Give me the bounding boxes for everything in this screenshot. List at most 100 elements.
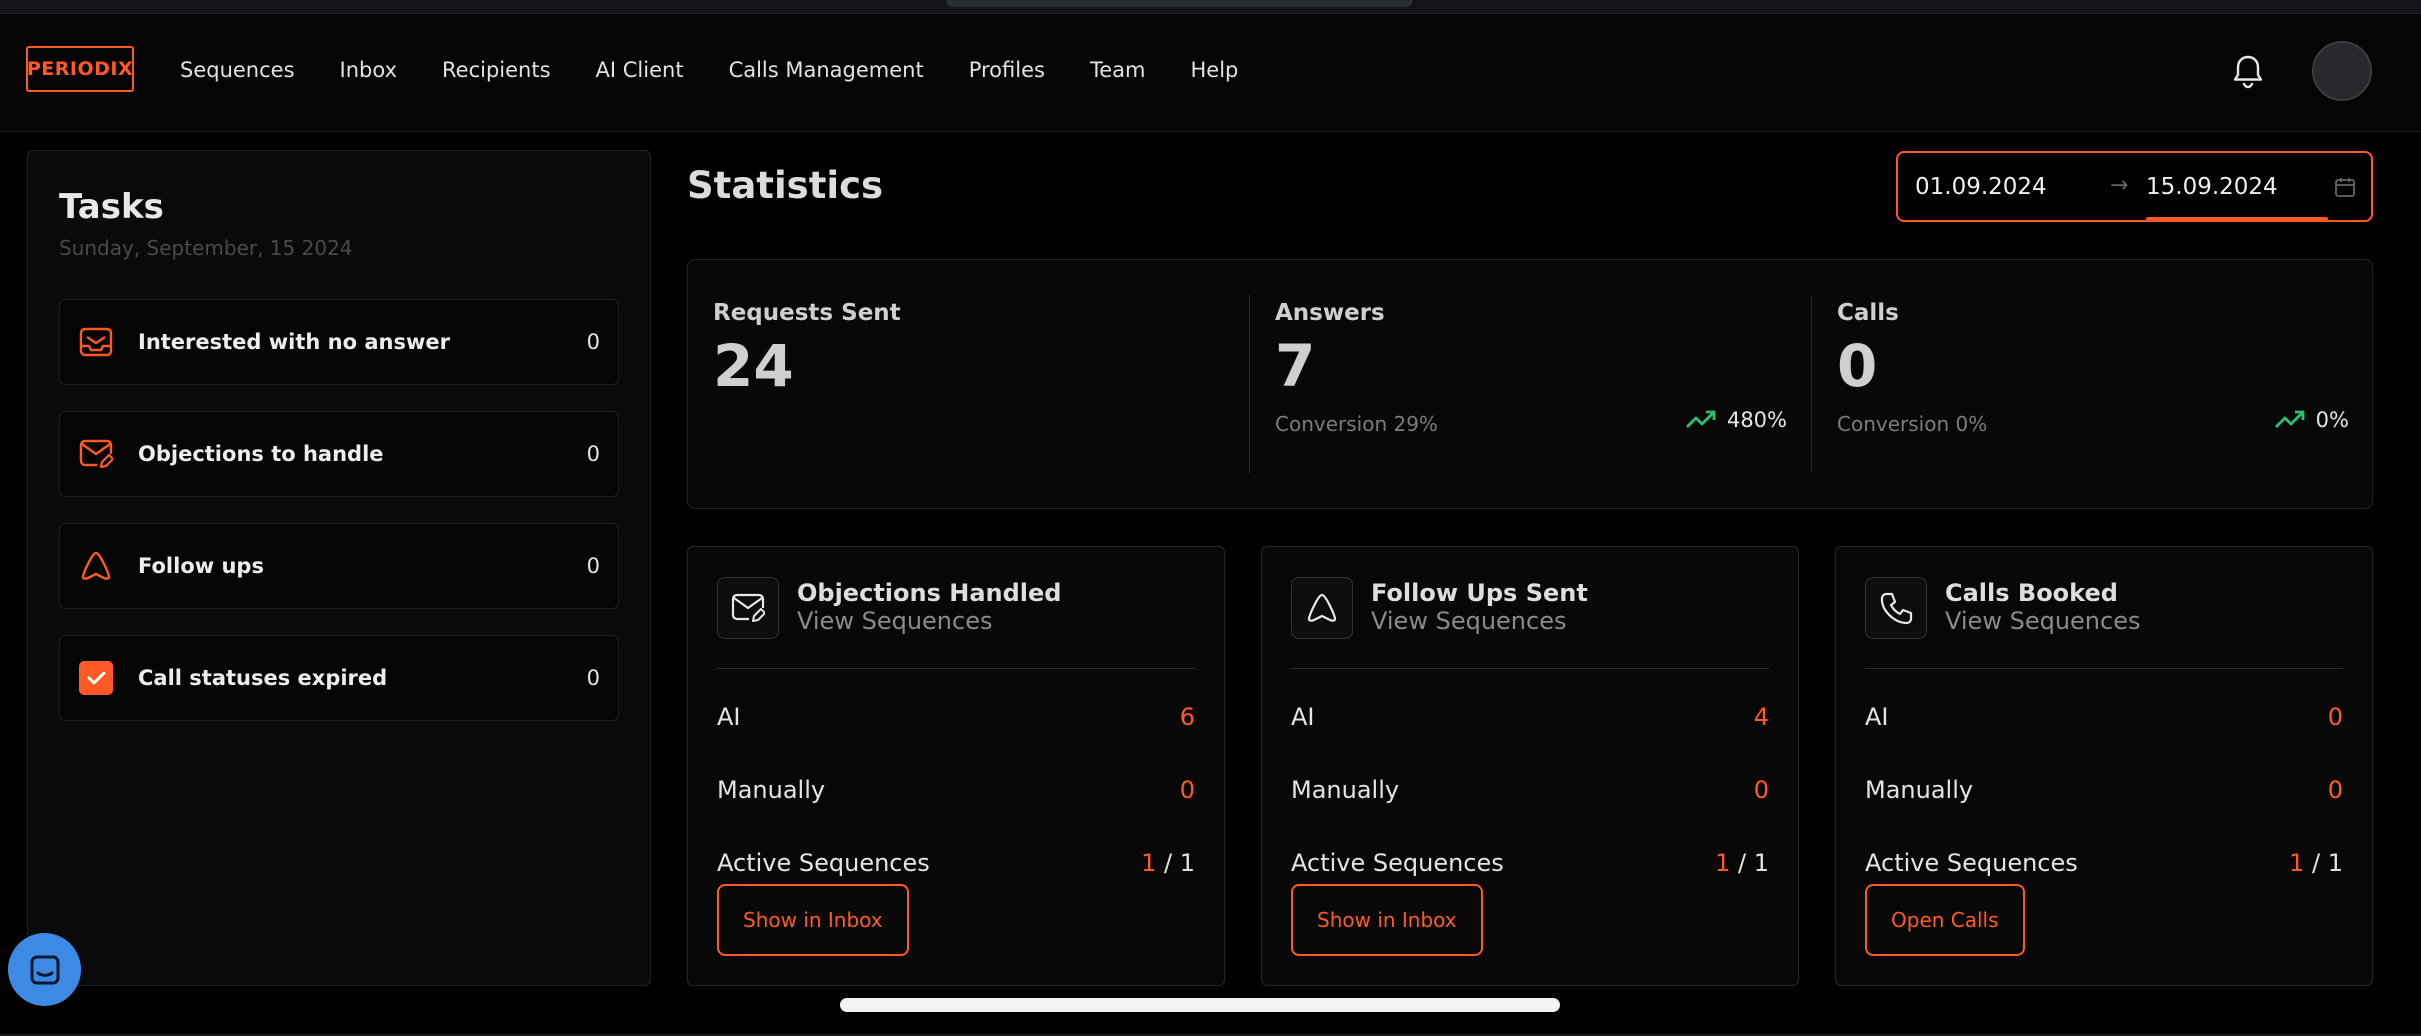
nav-item-profiles[interactable]: Profiles	[968, 58, 1045, 82]
row-label: Manually	[1865, 776, 1974, 804]
view-sequences-link[interactable]: View Sequences	[797, 607, 993, 635]
row-ai: AI 4	[1291, 703, 1769, 733]
card-follow-ups-sent: Follow Ups Sent View Sequences AI 4 Manu…	[1261, 546, 1799, 986]
kpi-label: Requests Sent	[713, 300, 901, 326]
bell-icon[interactable]	[2232, 54, 2264, 90]
row-manually: Manually 0	[717, 776, 1195, 806]
mail-edit-icon	[78, 436, 114, 472]
nav-item-ai-client[interactable]: AI Client	[595, 58, 684, 82]
view-sequences-link[interactable]: View Sequences	[1945, 607, 2141, 635]
row-active-sequences: Active Sequences 1 / 1	[717, 849, 1195, 879]
date-from-input[interactable]: 01.09.2024	[1915, 174, 2047, 200]
row-label: Active Sequences	[1865, 849, 2078, 877]
task-item-objections[interactable]: Objections to handle 0	[59, 411, 619, 497]
row-value: 1 / 1	[1715, 849, 1769, 877]
tasks-title: Tasks	[59, 187, 164, 227]
triangle-icon	[1291, 577, 1353, 639]
triangle-icon	[78, 548, 114, 584]
nav-item-team[interactable]: Team	[1089, 58, 1146, 82]
row-value: 4	[1753, 703, 1769, 731]
mail-edit-icon	[717, 577, 779, 639]
row-value: 0	[2327, 703, 2343, 731]
kpi-calls: Calls 0 Conversion 0% 0%	[1812, 260, 2374, 510]
bottom-border	[0, 1034, 2421, 1036]
row-value: 0	[1753, 776, 1769, 804]
kpi-value: 24	[713, 332, 794, 400]
row-manually: Manually 0	[1291, 776, 1769, 806]
logo[interactable]: PERIODIX	[26, 46, 134, 92]
nav-item-recipients[interactable]: Recipients	[442, 58, 551, 82]
chat-widget-button[interactable]	[8, 933, 81, 1006]
task-item-call-statuses[interactable]: Call statuses expired 0	[59, 635, 619, 721]
task-count: 0	[586, 554, 600, 578]
active-total: / 1	[2304, 849, 2343, 877]
active-date-underline	[2146, 217, 2328, 221]
inbox-tray-icon	[78, 324, 114, 360]
card-title: Follow Ups Sent	[1371, 579, 1588, 607]
row-label: Active Sequences	[717, 849, 930, 877]
divider	[717, 668, 1195, 669]
row-manually: Manually 0	[1865, 776, 2343, 806]
trend-up-icon	[2274, 410, 2305, 428]
active-total: / 1	[1730, 849, 1769, 877]
active-count: 1	[1715, 849, 1731, 877]
row-value: 1 / 1	[2289, 849, 2343, 877]
row-label: Manually	[717, 776, 826, 804]
row-active-sequences: Active Sequences 1 / 1	[1865, 849, 2343, 879]
kpi-trend-value: 480%	[1726, 408, 1787, 432]
divider	[1291, 668, 1769, 669]
show-in-inbox-button[interactable]: Show in Inbox	[1291, 884, 1483, 956]
kpi-value: 7	[1275, 332, 1316, 400]
task-label: Call statuses expired	[138, 666, 388, 690]
active-count: 1	[1141, 849, 1157, 877]
row-label: AI	[717, 703, 741, 731]
view-sequences-link[interactable]: View Sequences	[1371, 607, 1567, 635]
task-item-follow-ups[interactable]: Follow ups 0	[59, 523, 619, 609]
top-notch	[946, 0, 1413, 7]
date-to-input[interactable]: 15.09.2024	[2146, 174, 2278, 200]
checkbox-icon	[78, 660, 114, 696]
phone-icon	[1865, 577, 1927, 639]
date-range-picker[interactable]: 01.09.2024 → 15.09.2024	[1896, 151, 2373, 222]
page-title: Statistics	[687, 164, 884, 207]
avatar[interactable]	[2312, 41, 2372, 101]
card-calls-booked: Calls Booked View Sequences AI 0 Manuall…	[1835, 546, 2373, 986]
window-top-strip	[0, 0, 2421, 14]
horizontal-scrollbar[interactable]	[840, 998, 1560, 1012]
active-count: 1	[2289, 849, 2305, 877]
row-label: Manually	[1291, 776, 1400, 804]
arrow-right-icon: →	[2110, 173, 2129, 198]
row-value: 6	[1179, 703, 1195, 731]
card-title: Objections Handled	[797, 579, 1062, 607]
task-count: 0	[586, 330, 600, 354]
divider	[1865, 668, 2343, 669]
kpi-trend: 480%	[1685, 408, 1787, 432]
kpi-value: 0	[1837, 332, 1878, 400]
kpi-answers: Answers 7 Conversion 29% 480%	[1250, 260, 1812, 510]
trend-up-icon	[1685, 410, 1716, 428]
task-count: 0	[586, 666, 600, 690]
open-calls-button[interactable]: Open Calls	[1865, 884, 2025, 956]
show-in-inbox-button[interactable]: Show in Inbox	[717, 884, 909, 956]
nav-item-sequences[interactable]: Sequences	[180, 58, 295, 82]
tasks-panel: Tasks Sunday, September, 15 2024 Interes…	[27, 150, 651, 986]
nav-item-help[interactable]: Help	[1190, 58, 1239, 82]
row-ai: AI 0	[1865, 703, 2343, 733]
nav-item-inbox[interactable]: Inbox	[339, 58, 397, 82]
nav-item-calls-management[interactable]: Calls Management	[728, 58, 924, 82]
row-value: 1 / 1	[1141, 849, 1195, 877]
kpi-divider	[1811, 295, 1812, 473]
task-item-interested-no-answer[interactable]: Interested with no answer 0	[59, 299, 619, 385]
main-nav: Sequences Inbox Recipients AI Client Cal…	[180, 58, 1238, 82]
kpi-conversion: Conversion 29%	[1275, 412, 1438, 436]
row-ai: AI 6	[717, 703, 1195, 733]
row-label: Active Sequences	[1291, 849, 1504, 877]
task-label: Follow ups	[138, 554, 264, 578]
row-active-sequences: Active Sequences 1 / 1	[1291, 849, 1769, 879]
kpi-trend-value: 0%	[2315, 408, 2349, 432]
card-objections-handled: Objections Handled View Sequences AI 6 M…	[687, 546, 1225, 986]
kpi-conversion: Conversion 0%	[1837, 412, 1988, 436]
calendar-icon[interactable]	[2334, 176, 2356, 198]
kpi-divider	[1249, 295, 1250, 473]
row-label: AI	[1291, 703, 1315, 731]
